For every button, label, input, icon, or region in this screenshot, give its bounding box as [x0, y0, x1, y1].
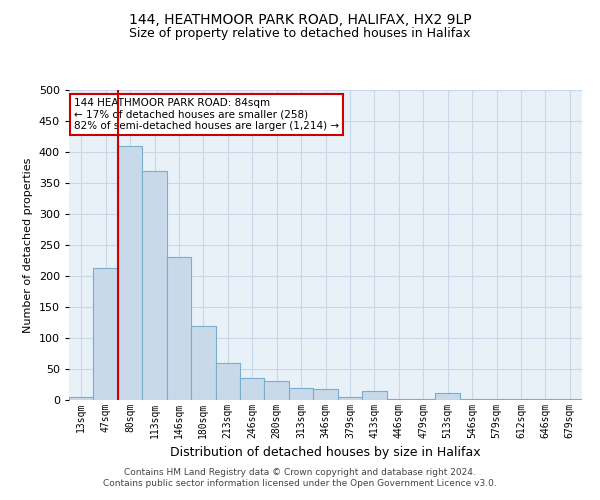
Bar	[240, 378, 265, 400]
Bar	[69, 397, 94, 400]
Bar	[533, 399, 557, 400]
Bar	[142, 170, 167, 400]
Text: Size of property relative to detached houses in Halifax: Size of property relative to detached ho…	[130, 28, 470, 40]
Bar	[362, 392, 386, 400]
Text: Contains HM Land Registry data © Crown copyright and database right 2024.
Contai: Contains HM Land Registry data © Crown c…	[103, 468, 497, 487]
Bar	[484, 399, 509, 400]
Bar	[436, 392, 460, 400]
Bar	[509, 399, 533, 400]
Y-axis label: Number of detached properties: Number of detached properties	[23, 158, 33, 332]
Bar	[386, 399, 411, 400]
Bar	[411, 399, 436, 400]
Bar	[118, 146, 142, 400]
Bar	[289, 388, 313, 400]
Bar	[265, 382, 289, 400]
X-axis label: Distribution of detached houses by size in Halifax: Distribution of detached houses by size …	[170, 446, 481, 460]
Text: 144, HEATHMOOR PARK ROAD, HALIFAX, HX2 9LP: 144, HEATHMOOR PARK ROAD, HALIFAX, HX2 9…	[128, 12, 472, 26]
Bar	[94, 268, 118, 400]
Bar	[338, 397, 362, 400]
Bar	[557, 399, 582, 400]
Bar	[313, 390, 338, 400]
Bar	[215, 363, 240, 400]
Text: 144 HEATHMOOR PARK ROAD: 84sqm
← 17% of detached houses are smaller (258)
82% of: 144 HEATHMOOR PARK ROAD: 84sqm ← 17% of …	[74, 98, 339, 131]
Bar	[460, 399, 484, 400]
Bar	[191, 326, 215, 400]
Bar	[167, 258, 191, 400]
